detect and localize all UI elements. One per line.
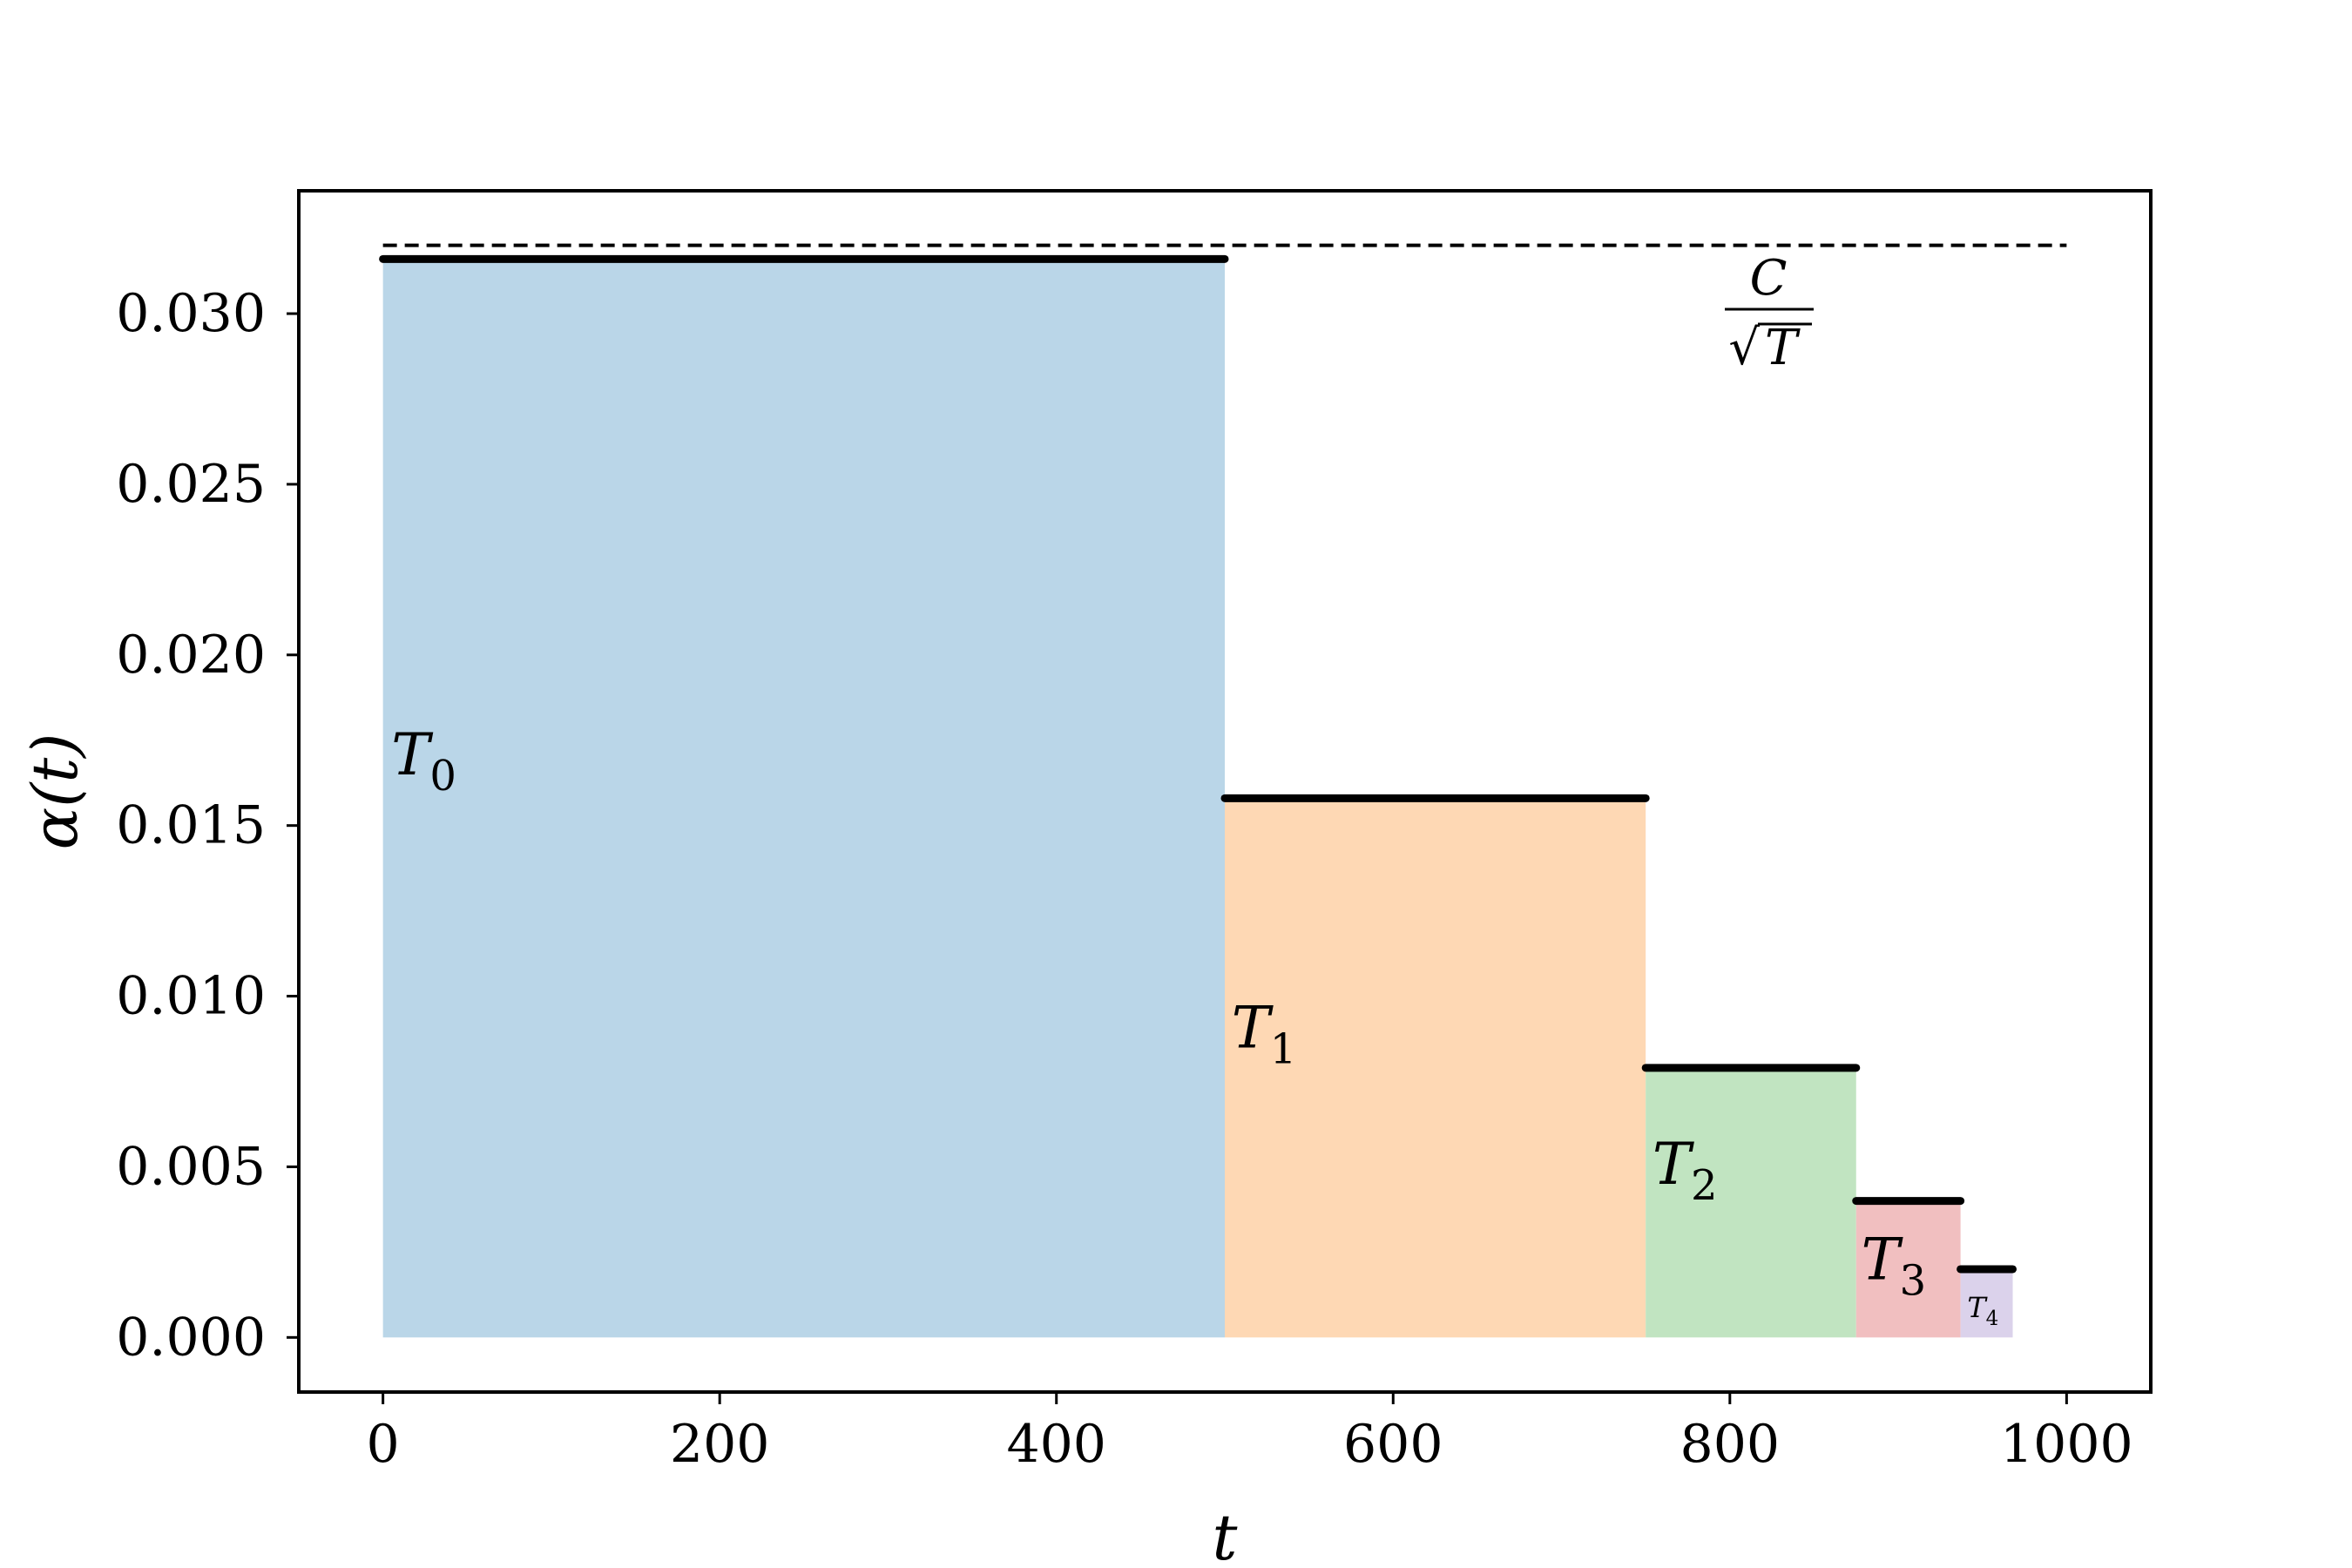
axes-frame xyxy=(297,189,2153,1394)
y-axis-label: α(t) xyxy=(18,733,91,850)
y-tick-label-1: 0.005 xyxy=(116,1136,266,1197)
segment-bar-1 xyxy=(1225,798,1646,1338)
y-tick-label-6: 0.030 xyxy=(116,283,266,344)
segment-label-sub-4: 4 xyxy=(1986,1308,1999,1330)
y-tick-label-2: 0.010 xyxy=(116,966,266,1027)
axes-border xyxy=(297,189,2153,1394)
x-tick-label-2: 400 xyxy=(1006,1414,1106,1475)
reference-label-sqrt-sign: √ xyxy=(1728,320,1760,376)
reference-label-numerator: C xyxy=(1750,250,1788,307)
y-tick-label-4: 0.020 xyxy=(116,625,266,686)
x-tick-label-5: 1000 xyxy=(2000,1414,2133,1475)
x-tick-label-4: 800 xyxy=(1680,1414,1781,1475)
segment-bar-0 xyxy=(382,259,1225,1338)
x-axis-label: t xyxy=(1213,1501,1239,1568)
reference-line-label: C √ T xyxy=(1725,250,1814,376)
x-tick-label-0: 0 xyxy=(367,1414,400,1475)
y-tick-label-3: 0.015 xyxy=(116,795,266,856)
ticks-layer: 0 200 400 600 800 1000 0.000 0.005 0.010 0.015 0.0… xyxy=(116,283,2132,1475)
segment-label-sub-0: 0 xyxy=(429,752,456,801)
reference-label-denominator: T xyxy=(1765,320,1801,376)
y-tick-label-0: 0.000 xyxy=(116,1307,266,1368)
y-tick-label-5: 0.025 xyxy=(116,454,266,515)
segment-label-sub-2: 2 xyxy=(1691,1161,1718,1210)
x-tick-label-1: 200 xyxy=(670,1414,770,1475)
segment-label-sub-1: 1 xyxy=(1270,1024,1297,1073)
segment-label-sub-3: 3 xyxy=(1900,1257,1927,1306)
segment-bar-3 xyxy=(1855,1200,1961,1338)
x-tick-label-3: 600 xyxy=(1343,1414,1443,1475)
segment-bar-2 xyxy=(1646,1067,1856,1338)
segment-bar-4 xyxy=(1960,1268,2013,1338)
